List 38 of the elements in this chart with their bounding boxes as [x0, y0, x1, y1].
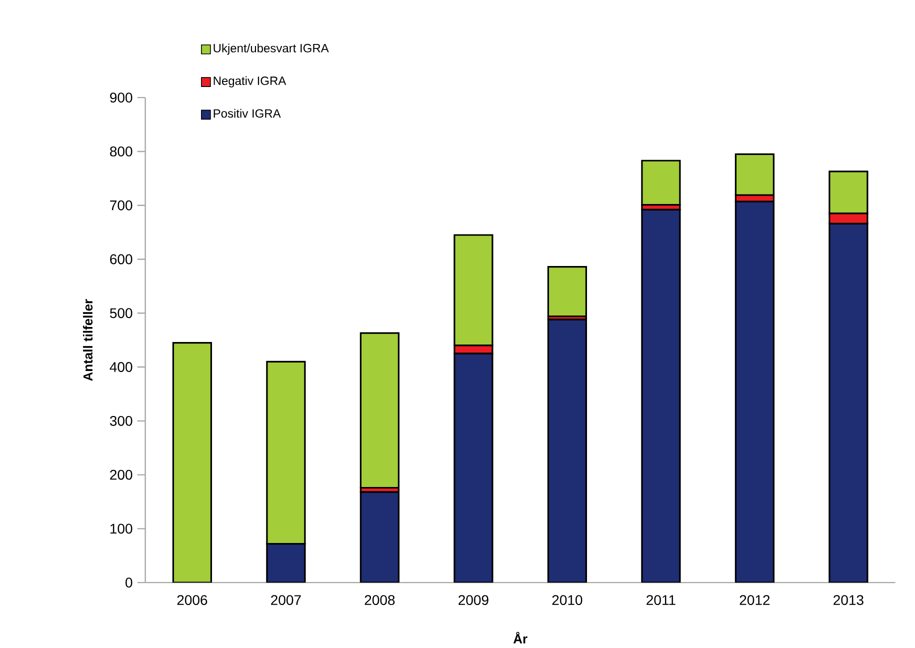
x-tick-label: 2011: [646, 595, 676, 606]
legend-label: Negativ IGRA: [214, 76, 286, 88]
legend-label: Ukjent/ubesvart IGRA: [214, 44, 329, 55]
bar: [828, 170, 868, 214]
y-axis-title: Antall tilfeller: [83, 299, 93, 382]
x-tick-label: 2012: [740, 595, 770, 606]
bar: [734, 154, 774, 196]
x-tick-label: 2008: [364, 595, 395, 606]
x-tick-label: 2009: [458, 595, 488, 606]
bar: [734, 200, 774, 583]
y-tick-label: 100: [110, 524, 132, 534]
y-tick-label: 200: [110, 470, 132, 480]
bar: [454, 234, 494, 346]
bar: [547, 266, 587, 318]
bar: [172, 342, 212, 583]
bar: [641, 209, 681, 583]
y-tick-label: 900: [110, 92, 132, 103]
bar: [266, 360, 306, 545]
x-tick-label: 2010: [552, 595, 582, 606]
y-tick-label: 500: [110, 308, 132, 318]
bar: [360, 491, 400, 583]
bar: [828, 223, 868, 583]
legend-label: Positiv IGRA: [214, 109, 281, 118]
y-tick-label: 700: [110, 200, 132, 210]
x-tick-label: 2006: [177, 595, 208, 606]
bar: [360, 332, 400, 489]
y-tick-label: 800: [110, 146, 132, 157]
bar: [547, 318, 587, 583]
bar: [266, 543, 306, 583]
x-axis-title: År: [513, 632, 528, 644]
y-tick-label: 400: [110, 362, 132, 372]
y-tick-label: 600: [110, 254, 132, 264]
bar: [454, 352, 494, 583]
x-tick-label: 2007: [271, 595, 301, 606]
bar: [641, 160, 681, 206]
y-tick-label: 300: [110, 416, 132, 426]
x-tick-label: 2013: [834, 595, 864, 606]
y-tick-label: 0: [126, 578, 132, 588]
